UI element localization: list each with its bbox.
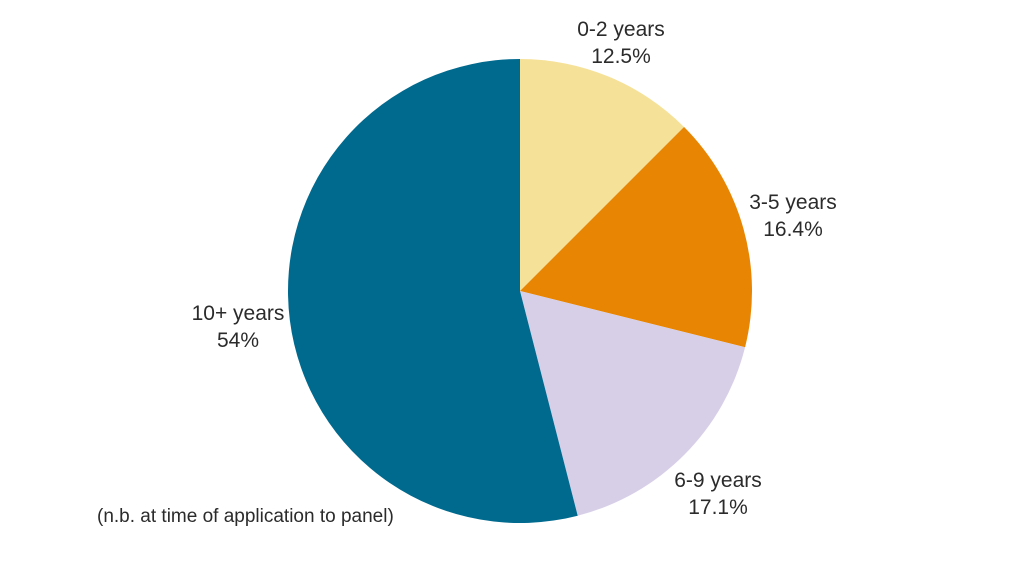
slice-percent-text: 16.4% (763, 218, 823, 241)
pie-slice-6-9-years (520, 291, 746, 516)
pie-slice-10-years (287, 59, 578, 523)
chart-note: (n.b. at time of application to panel) (97, 506, 394, 527)
slice-label-10plus-years: 10+ years 54% (192, 300, 285, 354)
slice-label-text: 10+ years (191, 302, 285, 325)
slice-label-text: 6-9 years (674, 469, 762, 492)
slice-label-text: 3-5 years (749, 191, 837, 214)
slice-label-0-2-years: 0-2 years 12.5% (577, 16, 665, 70)
slice-label-6-9-years: 6-9 years 17.1% (674, 467, 762, 521)
slice-percent-text: 17.1% (688, 496, 748, 519)
slice-percent-text: 54% (216, 329, 260, 352)
slice-percent-text: 12.5% (591, 45, 651, 68)
pie-slice-3-5-years (520, 126, 753, 348)
slice-label-text: 0-2 years (577, 18, 665, 41)
slice-label-3-5-years: 3-5 years 16.4% (749, 189, 837, 243)
pie-slice-0-2-years (520, 58, 685, 291)
